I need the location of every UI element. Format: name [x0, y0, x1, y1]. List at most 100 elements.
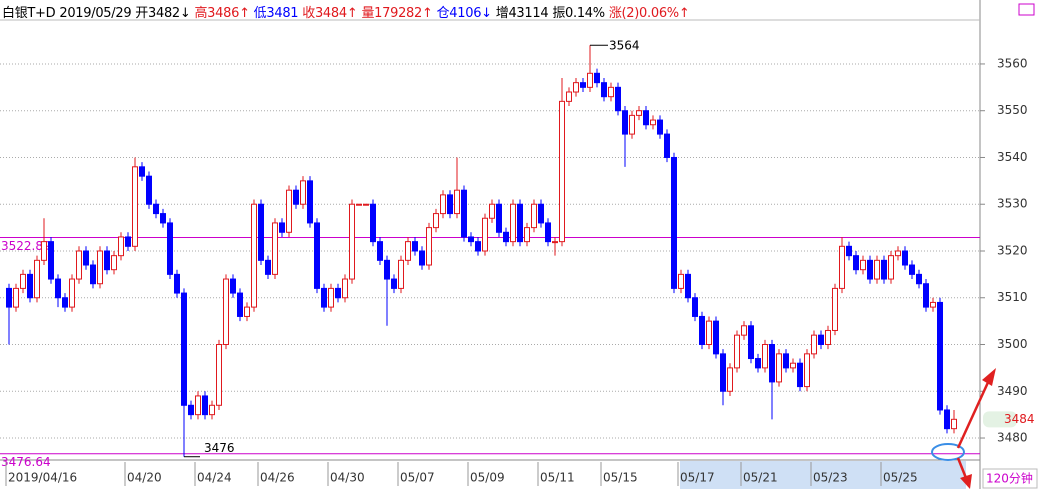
candle-body [867, 259, 873, 280]
candle-body [160, 213, 166, 224]
candle-body [531, 203, 537, 229]
candle-body [188, 404, 194, 416]
candle-body [251, 203, 257, 308]
plot: 3480 3490 3500 3510 3520 3530 3540 3550 3560 3522… [0, 39, 1035, 486]
candle-body [503, 231, 509, 243]
candle-body [909, 264, 915, 275]
candle-body [930, 301, 936, 308]
candle-body [391, 278, 397, 289]
candle-body [825, 329, 831, 346]
candle-body [496, 203, 502, 233]
candle-body [629, 114, 635, 135]
candle-body [132, 166, 138, 247]
candle-body [699, 315, 705, 346]
header-item: 增43114 [495, 6, 549, 21]
candle-body [377, 241, 383, 261]
candle-body [461, 189, 467, 238]
candle-body [937, 301, 943, 411]
candle-body [622, 110, 628, 135]
candle-body [685, 273, 691, 299]
x-tick-label: 05/23 [813, 471, 848, 485]
candle-body [552, 241, 558, 244]
candle-body [223, 278, 229, 346]
candle-body [902, 250, 908, 266]
candle-body [258, 203, 264, 261]
candle-body [517, 203, 523, 243]
candle-body [860, 259, 866, 271]
arrow-up [956, 377, 992, 449]
period-box[interactable] [982, 468, 1038, 489]
candle-body [643, 110, 649, 126]
candle-body [587, 72, 593, 88]
candle-body [741, 325, 747, 336]
candle-body [335, 287, 341, 299]
candle-body [727, 367, 733, 392]
y-tick-label: 3500 [997, 337, 1028, 351]
y-tick-label: 3480 [997, 431, 1028, 445]
candle-body [370, 203, 376, 243]
header-item: 开3482↓ [135, 6, 191, 21]
header-item: 2019/05/29 [59, 6, 132, 21]
candle-body [342, 278, 348, 299]
candle-body [181, 292, 187, 406]
candle-body [48, 241, 54, 280]
x-tick-label: 05/09 [470, 471, 505, 485]
selection-band [680, 461, 966, 489]
header-item: 白银T+D [2, 6, 56, 21]
candle-body [384, 259, 390, 280]
candle-body [580, 82, 586, 88]
candle-body [734, 334, 740, 369]
x-tick-label: 05/15 [603, 471, 638, 485]
candle-body [6, 287, 12, 308]
candle-body [307, 180, 313, 224]
header-item: 振0.14% [552, 6, 605, 21]
candle-body [468, 236, 474, 243]
candle-body [279, 222, 285, 233]
candle-body [545, 222, 551, 243]
x-tick-label: 04/30 [330, 471, 365, 485]
candle-body [111, 255, 117, 271]
candle-body [846, 245, 852, 257]
candle-body [895, 250, 901, 257]
candle-body [524, 227, 530, 243]
header-item: 低3481 [253, 6, 299, 21]
candle-body [713, 320, 719, 355]
candle-body [349, 203, 355, 280]
y-tick-label: 3490 [997, 384, 1028, 398]
candle-body [608, 86, 614, 98]
candle-body [426, 227, 432, 266]
candle-body [90, 264, 96, 285]
candle-body [146, 175, 152, 205]
candle-body [510, 203, 516, 243]
candle-body [573, 82, 579, 93]
candle-body [559, 100, 565, 243]
candle-body [55, 278, 61, 299]
annotation-high: 3564 [609, 39, 640, 53]
candle-body [762, 344, 768, 369]
header-item: 量179282↑ [361, 6, 433, 21]
candle-body [888, 255, 894, 280]
candle-body [216, 344, 222, 406]
candle-body [447, 194, 453, 215]
candle-body [454, 189, 460, 215]
candle-body [720, 353, 726, 392]
candle-body [797, 362, 803, 388]
candle-body [790, 362, 796, 369]
candle-body [615, 86, 621, 112]
candle-body [41, 241, 47, 261]
reference-label: 3476.64 [1, 455, 51, 469]
header-item: 收3484↑ [302, 6, 358, 21]
candle-body [594, 72, 600, 84]
candle-body [881, 259, 887, 280]
candle-body [748, 325, 754, 360]
candle-body [321, 287, 327, 308]
candle-body [811, 334, 817, 355]
arrow-down [956, 457, 968, 479]
y-tick-label: 3530 [997, 197, 1028, 211]
window-icon[interactable] [1018, 3, 1035, 16]
candle-body [678, 273, 684, 289]
candle-body [538, 203, 544, 224]
candle-body [139, 166, 145, 177]
candle-body [475, 241, 481, 252]
reference-label: 3522.89 [1, 239, 51, 253]
